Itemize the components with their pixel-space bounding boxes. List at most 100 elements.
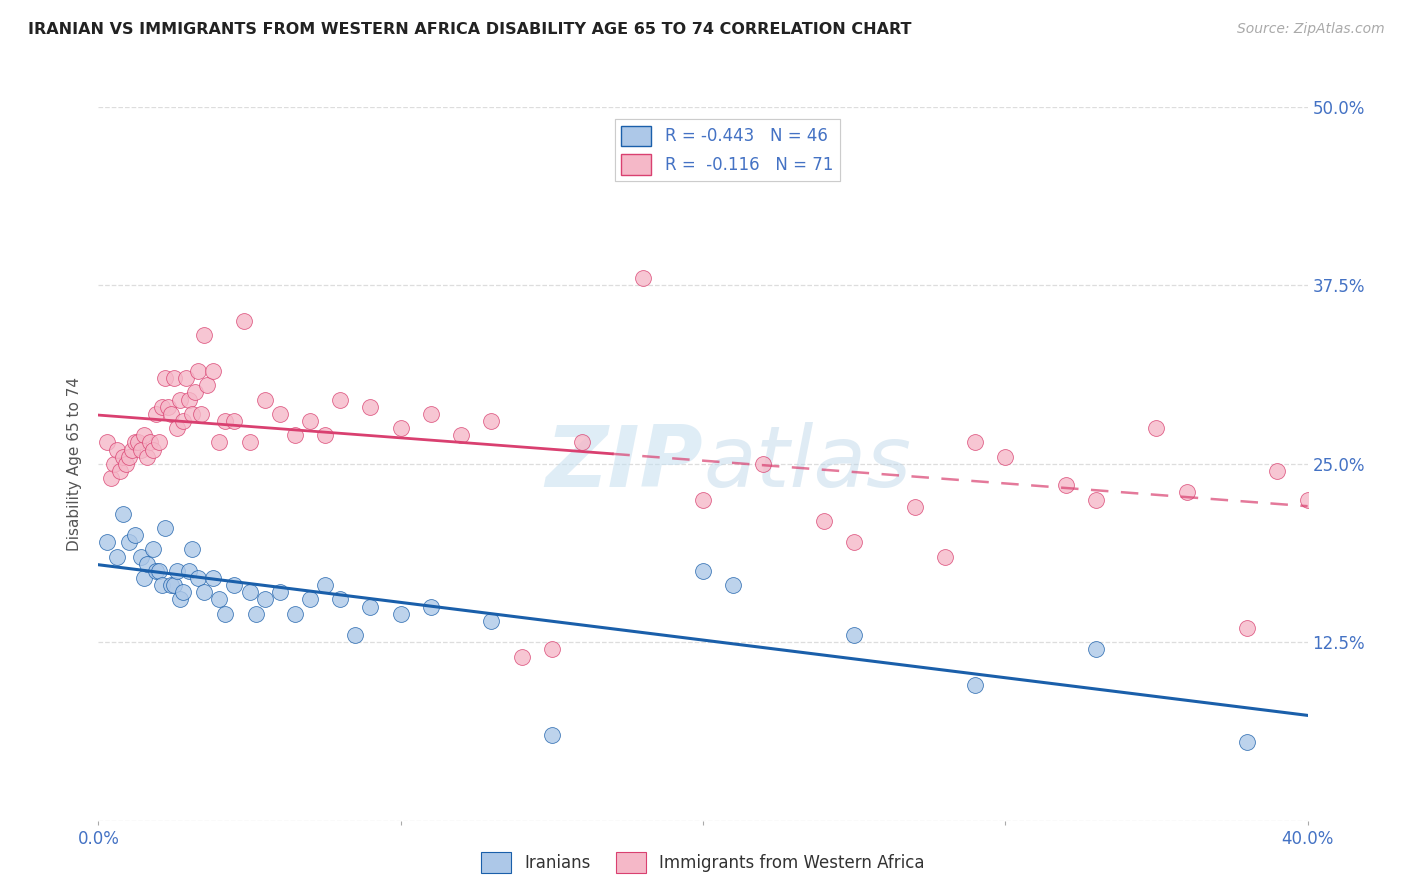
Point xyxy=(224,578,246,592)
Point xyxy=(314,428,336,442)
Point xyxy=(100,471,122,485)
Point xyxy=(239,435,262,450)
Point xyxy=(127,435,149,450)
Point xyxy=(994,450,1017,464)
Text: Source: ZipAtlas.com: Source: ZipAtlas.com xyxy=(1237,22,1385,37)
Point xyxy=(844,535,866,549)
Point xyxy=(631,143,654,157)
Point xyxy=(166,421,188,435)
Text: ZIP: ZIP xyxy=(546,422,703,506)
Point xyxy=(132,428,155,442)
Point xyxy=(132,571,155,585)
Point xyxy=(450,428,472,442)
Point xyxy=(135,557,157,571)
Point xyxy=(420,599,443,614)
Point xyxy=(105,549,128,564)
Point xyxy=(253,592,276,607)
Point xyxy=(540,642,562,657)
Point xyxy=(129,549,152,564)
Point xyxy=(571,435,593,450)
Point xyxy=(96,535,118,549)
Point xyxy=(214,607,236,621)
Point xyxy=(208,435,231,450)
Point xyxy=(329,592,352,607)
Point xyxy=(389,607,412,621)
Point xyxy=(631,271,654,285)
Point xyxy=(142,542,165,557)
Point xyxy=(160,407,183,421)
Point xyxy=(481,414,503,428)
Point xyxy=(139,435,162,450)
Point xyxy=(148,564,170,578)
Point xyxy=(150,400,173,414)
Text: atlas: atlas xyxy=(703,422,911,506)
Point xyxy=(163,371,186,385)
Point xyxy=(145,564,167,578)
Point xyxy=(190,407,212,421)
Point xyxy=(202,364,225,378)
Point xyxy=(169,592,191,607)
Point xyxy=(160,578,183,592)
Point xyxy=(208,592,231,607)
Point xyxy=(299,592,322,607)
Point xyxy=(114,457,136,471)
Point xyxy=(187,571,209,585)
Y-axis label: Disability Age 65 to 74: Disability Age 65 to 74 xyxy=(67,376,83,551)
Point xyxy=(174,371,197,385)
Point xyxy=(813,514,835,528)
Point xyxy=(510,649,533,664)
Point xyxy=(1175,485,1198,500)
Point xyxy=(224,414,246,428)
Point xyxy=(389,421,412,435)
Point xyxy=(181,542,204,557)
Point xyxy=(904,500,927,514)
Point xyxy=(844,628,866,642)
Point xyxy=(1085,642,1108,657)
Point xyxy=(96,435,118,450)
Legend: R = -0.443   N = 46, R =  -0.116   N = 71: R = -0.443 N = 46, R = -0.116 N = 71 xyxy=(614,119,839,181)
Point xyxy=(245,607,267,621)
Text: IRANIAN VS IMMIGRANTS FROM WESTERN AFRICA DISABILITY AGE 65 TO 74 CORRELATION CH: IRANIAN VS IMMIGRANTS FROM WESTERN AFRIC… xyxy=(28,22,911,37)
Point xyxy=(166,564,188,578)
Point xyxy=(145,407,167,421)
Point xyxy=(269,585,291,599)
Point xyxy=(420,407,443,421)
Point xyxy=(692,564,714,578)
Legend: Iranians, Immigrants from Western Africa: Iranians, Immigrants from Western Africa xyxy=(475,846,931,880)
Point xyxy=(723,578,745,592)
Point xyxy=(481,614,503,628)
Point xyxy=(344,628,367,642)
Point xyxy=(540,728,562,742)
Point xyxy=(105,442,128,457)
Point xyxy=(103,457,125,471)
Point xyxy=(692,492,714,507)
Point xyxy=(118,450,141,464)
Point xyxy=(129,442,152,457)
Point xyxy=(965,678,987,692)
Point xyxy=(269,407,291,421)
Point xyxy=(111,507,134,521)
Point xyxy=(124,435,146,450)
Point xyxy=(360,400,382,414)
Point xyxy=(232,314,254,328)
Point xyxy=(108,464,131,478)
Point xyxy=(135,450,157,464)
Point xyxy=(314,578,336,592)
Point xyxy=(181,407,204,421)
Point xyxy=(253,392,276,407)
Point xyxy=(329,392,352,407)
Point xyxy=(156,400,179,414)
Point xyxy=(1296,492,1319,507)
Point xyxy=(193,585,215,599)
Point xyxy=(299,414,322,428)
Point xyxy=(111,450,134,464)
Point xyxy=(284,607,307,621)
Point xyxy=(1236,621,1258,635)
Point xyxy=(360,599,382,614)
Point xyxy=(172,585,194,599)
Point xyxy=(179,564,201,578)
Point xyxy=(284,428,307,442)
Point xyxy=(142,442,165,457)
Point xyxy=(172,414,194,428)
Point xyxy=(1085,492,1108,507)
